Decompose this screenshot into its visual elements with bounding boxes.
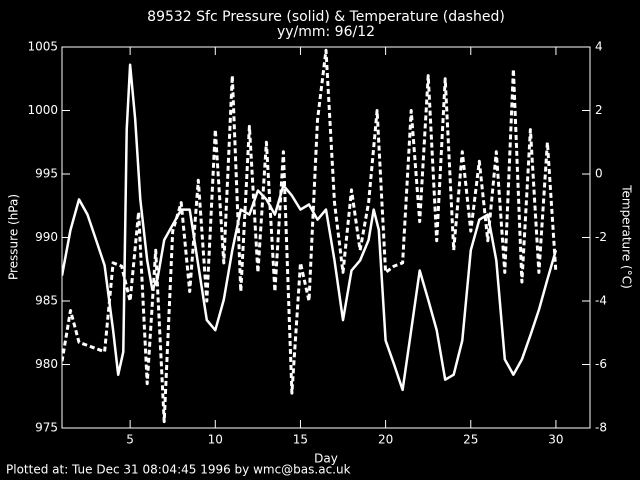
x-tick-label: 15 <box>293 433 308 447</box>
x-tick-label: 10 <box>208 433 223 447</box>
y-tick-label: 990 <box>35 230 58 244</box>
y2-tick-label: -8 <box>595 421 607 435</box>
y-tick-label: 985 <box>35 294 58 308</box>
x-axis-label: Day <box>314 452 338 466</box>
x-tick-label: 5 <box>126 433 134 447</box>
x-tick-label: 20 <box>378 433 393 447</box>
series-line <box>62 48 558 424</box>
y-tick-label: 1005 <box>27 40 58 54</box>
x-tick-label: 30 <box>548 433 563 447</box>
chart-title: 89532 Sfc Pressure (solid) & Temperature… <box>147 9 505 25</box>
series-line <box>62 63 558 392</box>
y-axis-label: Pressure (hPa) <box>7 194 21 280</box>
y2-tick-label: 0 <box>595 167 603 181</box>
chart-subtitle: yy/mm: 96/12 <box>277 24 375 40</box>
footer-annotation: Plotted at: Tue Dec 31 08:04:45 1996 by … <box>6 463 351 477</box>
x-tick-label: 25 <box>463 433 478 447</box>
y2-tick-label: -4 <box>595 294 607 308</box>
y2-tick-label: 4 <box>595 40 603 54</box>
y-tick-label: 1000 <box>27 103 58 117</box>
y-tick-label: 975 <box>35 421 58 435</box>
y-tick-label: 980 <box>35 357 58 371</box>
y2-tick-label: -6 <box>595 357 607 371</box>
y2-axis-label: Temperature (°C) <box>620 184 634 289</box>
y-tick-label: 995 <box>35 167 58 181</box>
y2-tick-label: 2 <box>595 103 603 117</box>
y2-tick-label: -2 <box>595 230 607 244</box>
